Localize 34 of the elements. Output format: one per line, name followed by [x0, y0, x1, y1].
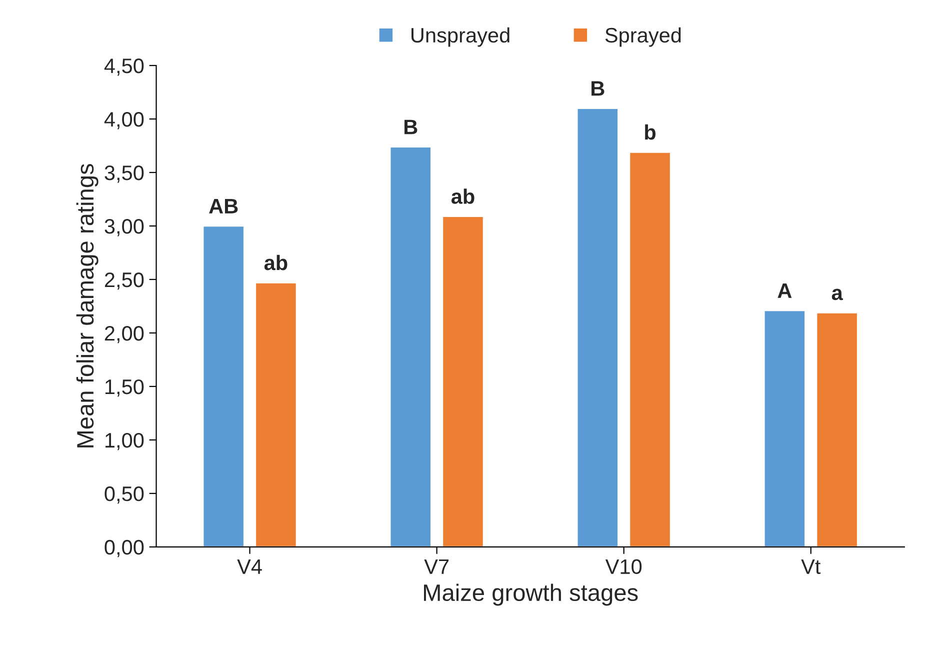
- y-tick-label: 1,00: [105, 432, 144, 450]
- y-tick-label: 3,00: [104, 218, 144, 236]
- x-axis-title: Maize growth stages: [424, 584, 638, 606]
- x-tick-label: V7: [424, 559, 448, 574]
- x-tick-label: Vt: [801, 559, 821, 574]
- bar: [442, 216, 484, 547]
- y-tick-label: 1,50: [105, 379, 144, 397]
- y-tick-label: 2,50: [104, 272, 144, 290]
- annotation: ab: [451, 188, 474, 204]
- y-axis-title: Mean foliar damage ratings: [76, 164, 98, 448]
- y-tick-label: 4,50: [104, 58, 144, 76]
- annotation: A: [778, 284, 792, 298]
- y-tick-label: 0,00: [104, 540, 144, 558]
- bar: [254, 282, 298, 547]
- annotation: ab: [264, 254, 288, 270]
- annotation: b: [645, 124, 656, 140]
- y-tick-label: 0,50: [104, 486, 144, 504]
- y-tick-label: 3,50: [104, 165, 144, 183]
- y-tick-label: 4,00: [104, 112, 144, 130]
- annotation: a: [832, 288, 843, 300]
- y-tick-label: 2,00: [104, 326, 144, 344]
- bar: [202, 225, 245, 547]
- bar: [576, 108, 619, 547]
- x-tick-label: V10: [605, 559, 642, 574]
- bar: [389, 146, 432, 547]
- x-tick-label: V4: [237, 559, 262, 574]
- annotation: B: [592, 81, 604, 96]
- bar: [763, 310, 806, 547]
- bar: [628, 151, 672, 547]
- legend-label: Sprayed: [605, 27, 681, 47]
- bar: [816, 312, 858, 547]
- legend-label: Unsprayed: [412, 27, 510, 47]
- annotation: AB: [209, 198, 238, 214]
- annotation: B: [404, 120, 418, 134]
